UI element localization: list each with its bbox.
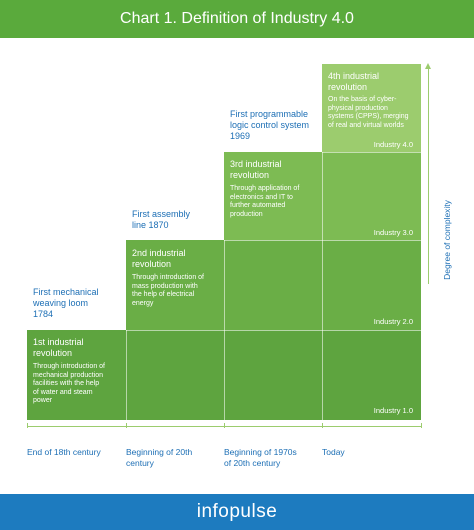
x-axis-tick <box>126 423 127 428</box>
revolution-3-description: Through application of electronics and IT… <box>230 185 300 218</box>
revolution-2-description: Through introduction of mass production w… <box>132 274 204 307</box>
industry-4-block <box>322 64 421 152</box>
revolution-1-description: Through introduction of mechanical produc… <box>33 363 105 405</box>
revolution-4-title: 4th industrial revolution <box>328 71 380 92</box>
grid-line <box>126 330 127 420</box>
industry-3-label: Industry 3.0 <box>373 228 413 237</box>
footer-banner: infopulse <box>0 494 474 530</box>
milestone-weaving-loom: First mechanical weaving loom 1784 <box>33 287 99 319</box>
x-axis-tick <box>322 423 323 428</box>
revolution-4-description: On the basis of cyber-physical productio… <box>328 96 409 129</box>
x-axis-label-1970s: Beginning of 1970s of 20th century <box>224 447 297 468</box>
industry-1-label: Industry 1.0 <box>373 406 413 415</box>
milestone-plc: First programmable logic control system 19… <box>230 109 310 141</box>
chart-title-banner: Chart 1. Definition of Industry 4.0 <box>0 0 474 38</box>
grid-line <box>322 152 323 420</box>
x-axis-label-20th-century: Beginning of 20th century <box>126 447 193 468</box>
x-axis-label-today: Today <box>322 447 345 457</box>
grid-line <box>126 330 421 331</box>
revolution-3-title: 3rd industrial revolution <box>230 159 282 180</box>
x-axis-label-18th-century: End of 18th century <box>27 447 101 457</box>
grid-line <box>224 240 421 241</box>
industry-2-label: Industry 2.0 <box>373 317 413 326</box>
y-axis-line <box>428 68 429 284</box>
x-axis-tick <box>421 423 422 428</box>
y-axis-arrow-icon <box>425 63 431 69</box>
chart-title: Chart 1. Definition of Industry 4.0 <box>120 10 354 27</box>
revolution-1-title: 1st industrial revolution <box>33 337 84 358</box>
x-axis-tick <box>27 423 28 428</box>
x-axis-tick <box>224 423 225 428</box>
milestone-assembly-line: First assembly line 1870 <box>132 209 191 230</box>
revolution-2-title: 2nd industrial revolution <box>132 248 186 269</box>
industry-4-label: Industry 4.0 <box>373 140 413 149</box>
grid-line <box>322 152 421 153</box>
brand-logo: infopulse <box>196 501 278 522</box>
y-axis-label: Degree of complexity <box>442 200 452 280</box>
industry-2-block <box>126 240 421 330</box>
